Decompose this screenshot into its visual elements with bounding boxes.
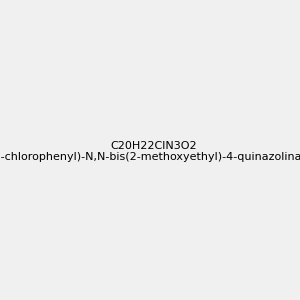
Text: C20H22ClN3O2
2-(4-chlorophenyl)-N,N-bis(2-methoxyethyl)-4-quinazolinamine: C20H22ClN3O2 2-(4-chlorophenyl)-N,N-bis(… (0, 141, 300, 162)
